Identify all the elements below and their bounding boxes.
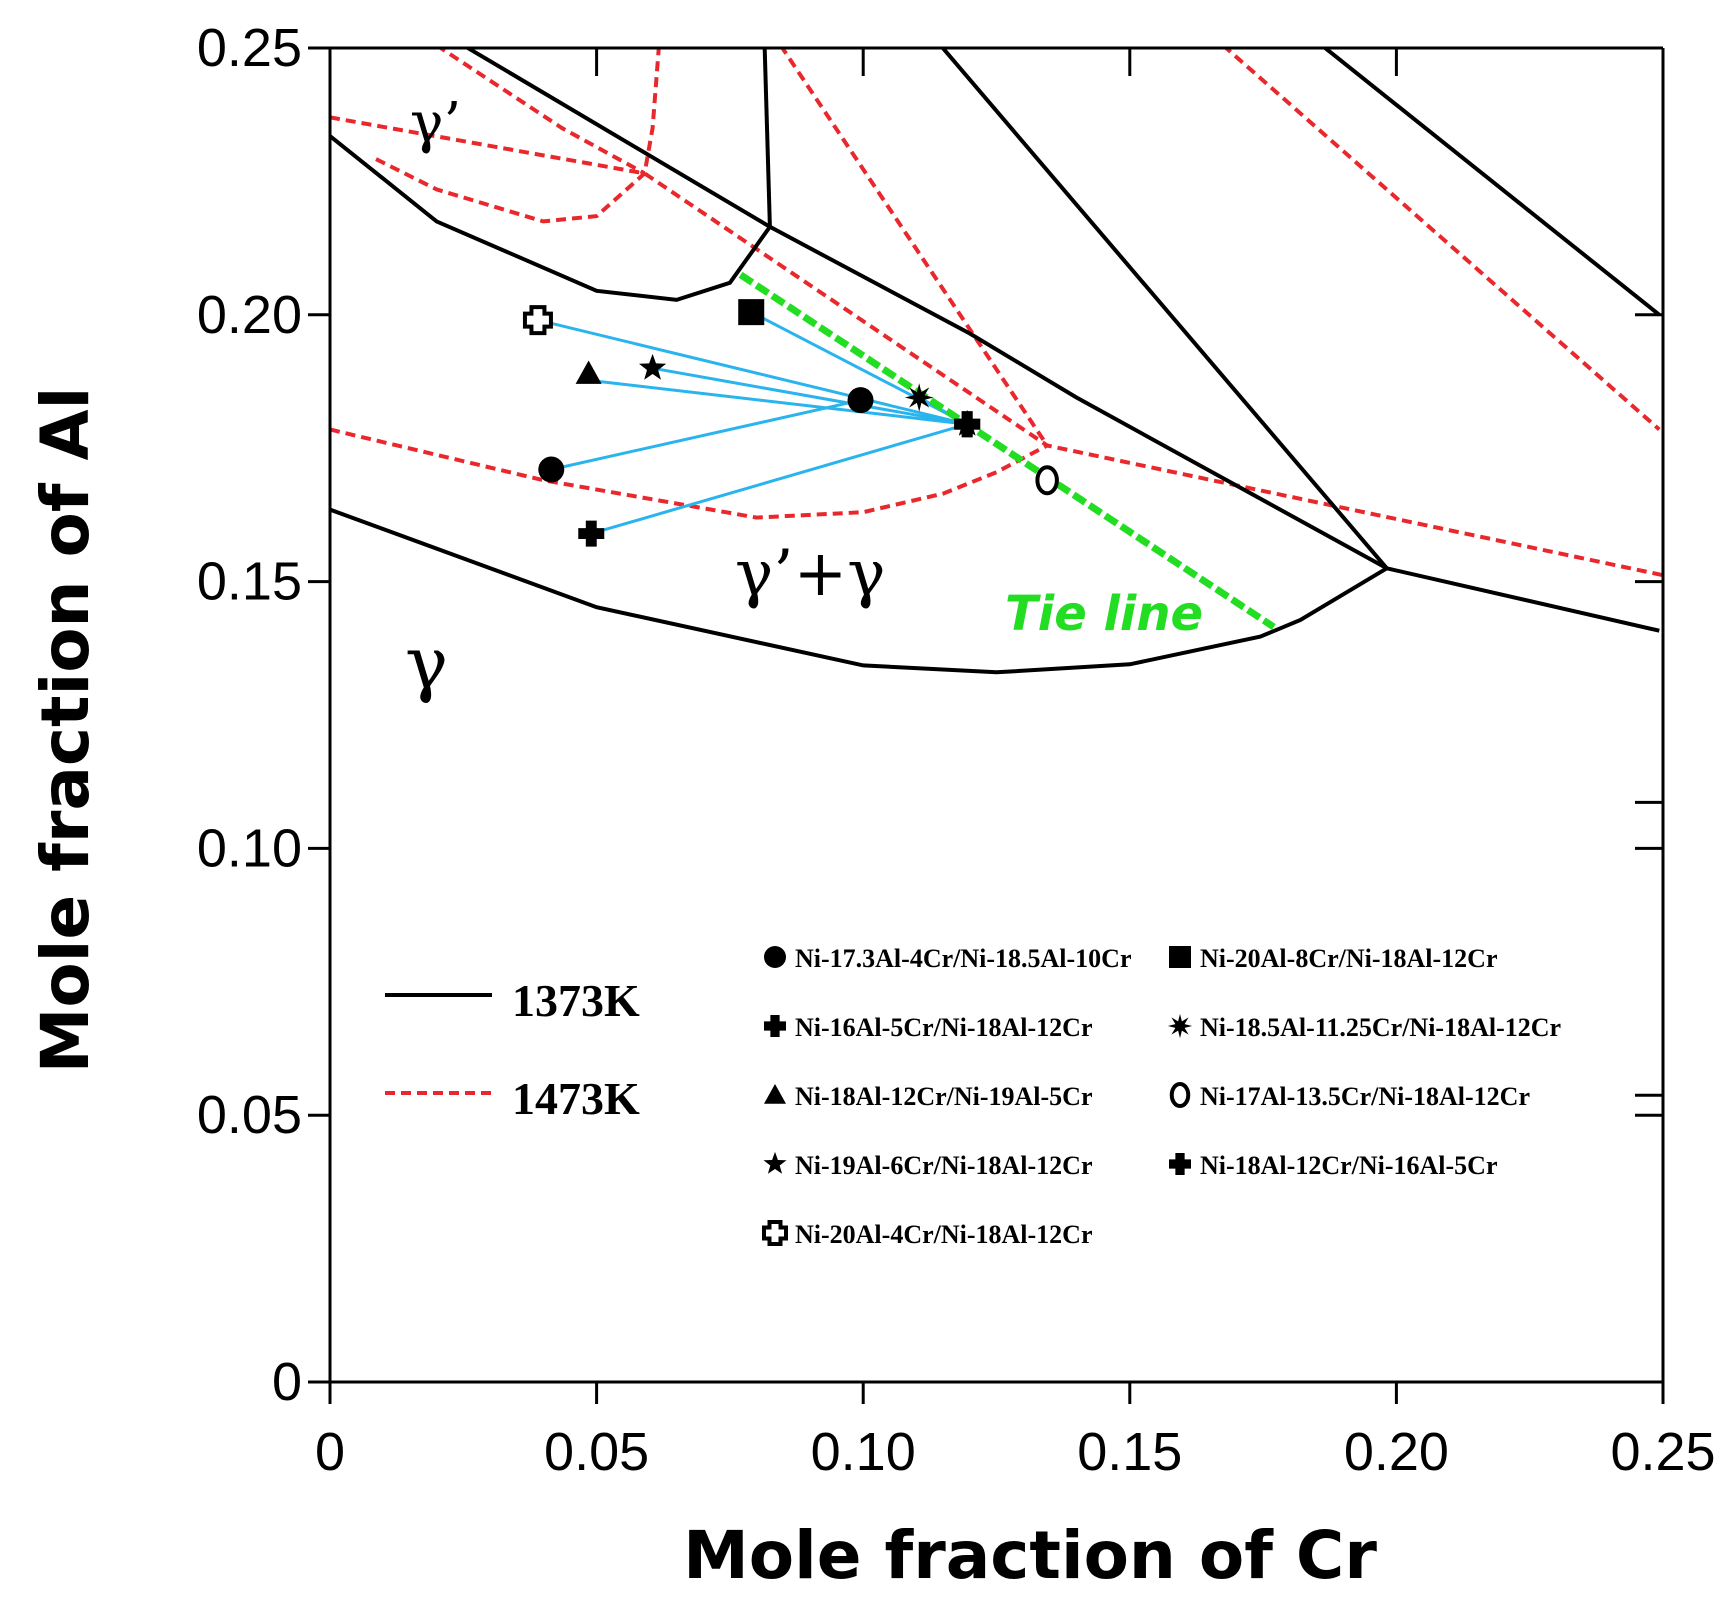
x-tick-label-0: 0 (315, 1422, 345, 1482)
marker-3-0 (639, 353, 667, 380)
marker-0-1 (847, 387, 874, 414)
diffusion-path-4 (537, 318, 968, 426)
marker-1-0 (578, 520, 605, 547)
marker-6-0 (904, 383, 934, 412)
x-axis-title: Mole fraction of Cr (683, 1517, 1377, 1594)
legend-label-8: Ni-18Al-12Cr/Ni-16Al-5Cr (1200, 1151, 1498, 1180)
y-tick-label-0: 0 (272, 1352, 302, 1412)
x-tick-label-1: 0.05 (544, 1422, 649, 1482)
y-tick-label-2: 0.10 (197, 818, 302, 878)
legend-label-1: Ni-16Al-5Cr/Ni-18Al-12Cr (795, 1013, 1093, 1042)
boundary-1373k-6 (1386, 566, 1660, 633)
tie-line-group (738, 271, 1276, 630)
data-markers (522, 299, 1059, 547)
phase-label-gamma-prime-plus-gamma: γ’+γ (735, 537, 885, 611)
boundary-1373k-4 (1321, 48, 1661, 317)
marker-2-0 (575, 360, 602, 384)
y-tick-label-4: 0.20 (197, 285, 302, 345)
legend-label-7: Ni-17Al-13.5Cr/Ni-18Al-12Cr (1200, 1082, 1530, 1111)
temperature-legend: 1373K 1473K (385, 975, 640, 1124)
legend-marker-8 (1169, 1153, 1191, 1175)
legend-label-5: Ni-20Al-8Cr/Ni-18Al-12Cr (1200, 944, 1498, 973)
legend-1373k-label: 1373K (512, 975, 640, 1026)
boundary-1373k-0 (330, 134, 772, 302)
diffusion-path-0 (550, 398, 861, 471)
boundary-1373k-3 (940, 48, 1389, 570)
marker-0-0 (538, 456, 565, 483)
marker-8-0 (954, 411, 981, 438)
sample-legend: Ni-17.3Al-4Cr/Ni-18.5Al-10Cr Ni-16Al-5Cr/… (762, 944, 1561, 1249)
phase-boundaries (330, 48, 1663, 675)
legend-label-4: Ni-20Al-4Cr/Ni-18Al-12Cr (795, 1220, 1093, 1249)
legend-marker-1 (764, 1015, 786, 1037)
tie-line (738, 271, 1276, 630)
legend-marker-7 (1169, 1082, 1191, 1108)
axes: 0 0.05 0.10 0.15 0.20 0.25 0 0.05 0.10 0.15 0.20 0.… (197, 18, 1716, 1482)
legend-label-6: Ni-18.5Al-11.25Cr/Ni-18Al-12Cr (1200, 1013, 1561, 1042)
y-tick-label-3: 0.15 (197, 552, 302, 612)
diffusion-path-3 (652, 366, 968, 426)
x-tick-label-3: 0.15 (1077, 1422, 1182, 1482)
legend-marker-2 (764, 1084, 786, 1104)
y-axis-title: Mole fraction of Al (27, 387, 104, 1074)
diffusion-path-2 (599, 380, 968, 426)
phase-label-gamma: γ (405, 621, 448, 705)
marker-5-0 (738, 299, 765, 326)
boundary-1373k-5 (330, 507, 1388, 675)
boundary-1473k-1 (437, 48, 646, 176)
legend-marker-6 (1167, 1013, 1193, 1039)
boundary-1373k-1 (463, 48, 1388, 571)
y-tick-label-5: 0.25 (197, 18, 302, 78)
marker-4-0 (522, 305, 553, 336)
phase-label-gamma-prime: γ’ (410, 91, 461, 156)
legend-label-3: Ni-19Al-6Cr/Ni-18Al-12Cr (795, 1151, 1093, 1180)
legend-label-2: Ni-18Al-12Cr/Ni-19Al-5Cr (795, 1082, 1093, 1111)
x-tick-label-4: 0.20 (1344, 1422, 1449, 1482)
legend-marker-0 (764, 946, 786, 968)
x-tick-label-5: 0.25 (1610, 1422, 1715, 1482)
diffusion-paths (537, 310, 968, 536)
boundary-1473k-2 (371, 48, 661, 224)
legend-marker-4 (762, 1220, 788, 1246)
tie-line-label: Tie line (1005, 586, 1203, 642)
boundary-1473k-5 (1223, 48, 1661, 432)
legend-1473k-label: 1473K (512, 1073, 640, 1124)
boundary-1373k-2 (762, 48, 772, 227)
legend-marker-5 (1169, 946, 1191, 968)
x-tick-label-2: 0.10 (811, 1422, 916, 1482)
boundary-1473k-3 (779, 48, 1049, 447)
legend-marker-3 (763, 1151, 787, 1174)
boundary-1473k-0 (330, 115, 1663, 578)
y-tick-label-1: 0.05 (197, 1085, 302, 1145)
legend-label-0: Ni-17.3Al-4Cr/Ni-18.5Al-10Cr (795, 944, 1132, 973)
diffusion-path-1 (590, 422, 968, 536)
marker-7-0 (1035, 465, 1059, 496)
